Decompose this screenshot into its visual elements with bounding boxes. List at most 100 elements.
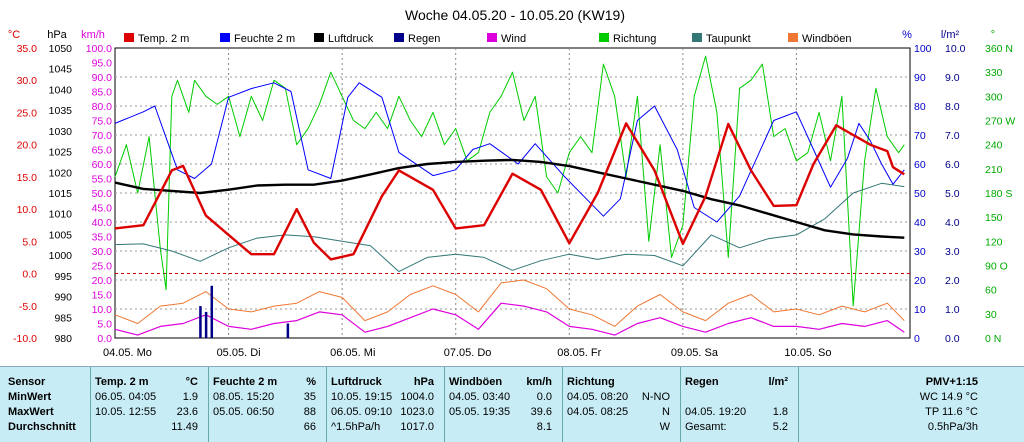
row-label-min: MinWert	[8, 391, 52, 403]
x-axis-tick: 08.05. Fr	[557, 347, 601, 359]
legend-swatch	[220, 33, 230, 42]
direction-axis-tick: 150	[985, 212, 1003, 224]
direction-axis-tick: 90 O	[985, 261, 1008, 273]
humidity-axis-tick: 80	[914, 101, 926, 113]
pressure-axis-tick: 980	[54, 333, 72, 345]
humidity-min-value: 35	[303, 391, 316, 403]
pmv-header: PMV+1:15	[925, 376, 978, 388]
pressure-axis-tick: 1030	[49, 126, 73, 138]
wind-axis-tick: 30.0	[92, 246, 113, 258]
wind-axis-tick: 95.0	[92, 58, 113, 70]
gust-header: Windböen	[449, 376, 503, 388]
chart-axes: 35.0 30.0 25.0 20.0 15.0 10.0 5.0 0.0 -5.0 -10.0 1…	[13, 43, 1015, 345]
temp-axis-tick: 15.0	[17, 172, 38, 184]
temp-axis-tick: 25.0	[17, 107, 38, 119]
direction-axis-tick: 120	[985, 236, 1003, 248]
wind-axis-tick: 45.0	[92, 203, 113, 215]
rain-axis-tick: 0.0	[945, 333, 960, 345]
series-gusts	[114, 279, 905, 327]
x-axis-labels: 04.05. Mo 05.05. Di 06.05. Mi 07.05. Do 08.0…	[103, 347, 832, 359]
humidity-max-value: 88	[303, 406, 316, 418]
pressure-trend: ^1.5hPa/h	[331, 421, 381, 433]
table-divider	[562, 367, 563, 442]
table-divider	[90, 367, 91, 442]
temp-axis-tick: 20.0	[17, 140, 38, 152]
pressure-header: Luftdruck	[331, 376, 382, 388]
rain-axis-tick: 8.0	[945, 101, 960, 113]
legend-label: Wind	[501, 33, 526, 45]
direction-axis-tick: 0 N	[985, 333, 1001, 345]
rain-axis-tick: 9.0	[945, 72, 960, 84]
rain-axis-tick: 5.0	[945, 188, 960, 200]
temp-axis-tick: 35.0	[17, 43, 38, 55]
axis-units: °C hPa km/h % l/m² °	[8, 29, 995, 41]
humidity-min-time: 08.05. 15:20	[213, 391, 275, 403]
wind-axis-tick: 0.0	[97, 333, 112, 345]
direction-axis-tick: 240	[985, 140, 1003, 152]
humidity-axis-tick: 20	[914, 275, 926, 287]
temp-unit: °C	[185, 376, 198, 388]
rain-axis-tick: 7.0	[945, 130, 960, 142]
rain-axis-tick: 3.0	[945, 246, 960, 258]
x-axis-tick: 10.05. So	[784, 347, 831, 359]
wind-axis-tick: 75.0	[92, 116, 113, 128]
gust-min-time: 04.05. 03:40	[449, 391, 511, 403]
rain-unit: l/m²	[768, 376, 788, 388]
pressure-max-time: 06.05. 09:10	[331, 406, 393, 418]
table-divider	[680, 367, 681, 442]
pressure-axis-tick: 1005	[49, 229, 73, 241]
wind-axis-tick: 10.0	[92, 304, 113, 316]
legend-swatch	[394, 33, 404, 42]
series-humidity	[114, 82, 905, 223]
pressure-axis-tick: 1025	[49, 147, 73, 159]
temp-axis-tick: -10.0	[13, 333, 37, 345]
direction-axis-tick: 60	[985, 285, 997, 297]
temp-header: Temp. 2 m	[95, 376, 149, 388]
temp-axis-tick: 5.0	[22, 236, 37, 248]
temp-axis-tick: 10.0	[17, 204, 38, 216]
gust-min-value: 0.0	[536, 391, 552, 403]
humidity-axis-tick: 70	[914, 130, 926, 142]
wind-axis-tick: 40.0	[92, 217, 113, 229]
direction-axis-tick: 330	[985, 67, 1003, 79]
temp-max-time: 10.05. 12:55	[95, 406, 157, 418]
humidity-header: Feuchte 2 m	[213, 376, 278, 388]
temp-min-value: 1.9	[182, 391, 198, 403]
humidity-unit: %	[306, 376, 316, 388]
rain-unit-label: l/m²	[941, 29, 960, 41]
pmv-pressure-trend: 0.5hPa/3h	[927, 421, 978, 433]
rain-axis-tick: 4.0	[945, 217, 960, 229]
pressure-max-value: 1023.0	[400, 406, 434, 418]
legend-label: Feuchte 2 m	[234, 33, 295, 45]
x-axis-tick: 05.05. Di	[217, 347, 261, 359]
series-wind	[114, 302, 905, 336]
wind-axis-tick: 80.0	[92, 101, 113, 113]
pressure-axis-tick: 1045	[49, 64, 73, 76]
temp-axis-tick: 0.0	[22, 269, 37, 281]
pressure-axis-tick: 995	[54, 271, 72, 283]
humidity-axis-tick: 10	[914, 304, 926, 316]
legend-label: Windböen	[802, 33, 852, 45]
temp-axis-tick: -5.0	[19, 301, 37, 313]
rain-axis-tick: 1.0	[945, 304, 960, 316]
legend-swatch	[788, 33, 798, 42]
direction-avg-value: W	[659, 421, 670, 433]
wind-axis-tick: 100.0	[86, 43, 112, 55]
rain-bar	[210, 285, 214, 338]
temp-max-value: 23.6	[176, 406, 198, 418]
direction-max-value: N	[662, 406, 670, 418]
wind-axis-tick: 65.0	[92, 145, 113, 157]
legend-swatch	[314, 33, 324, 42]
humidity-axis-tick: 60	[914, 159, 926, 171]
gust-unit: km/h	[526, 376, 552, 388]
rain-bar	[204, 311, 208, 338]
direction-unit-label: °	[991, 29, 995, 41]
direction-header: Richtung	[567, 376, 615, 388]
wind-axis-tick: 85.0	[92, 87, 113, 99]
humidity-max-time: 05.05. 06:50	[213, 406, 275, 418]
direction-axis-tick: 210	[985, 164, 1003, 176]
pressure-unit: hPa	[413, 376, 434, 388]
pressure-axis-tick: 1015	[49, 188, 73, 200]
wind-axis-tick: 20.0	[92, 275, 113, 287]
pressure-unit-label: hPa	[47, 29, 67, 41]
